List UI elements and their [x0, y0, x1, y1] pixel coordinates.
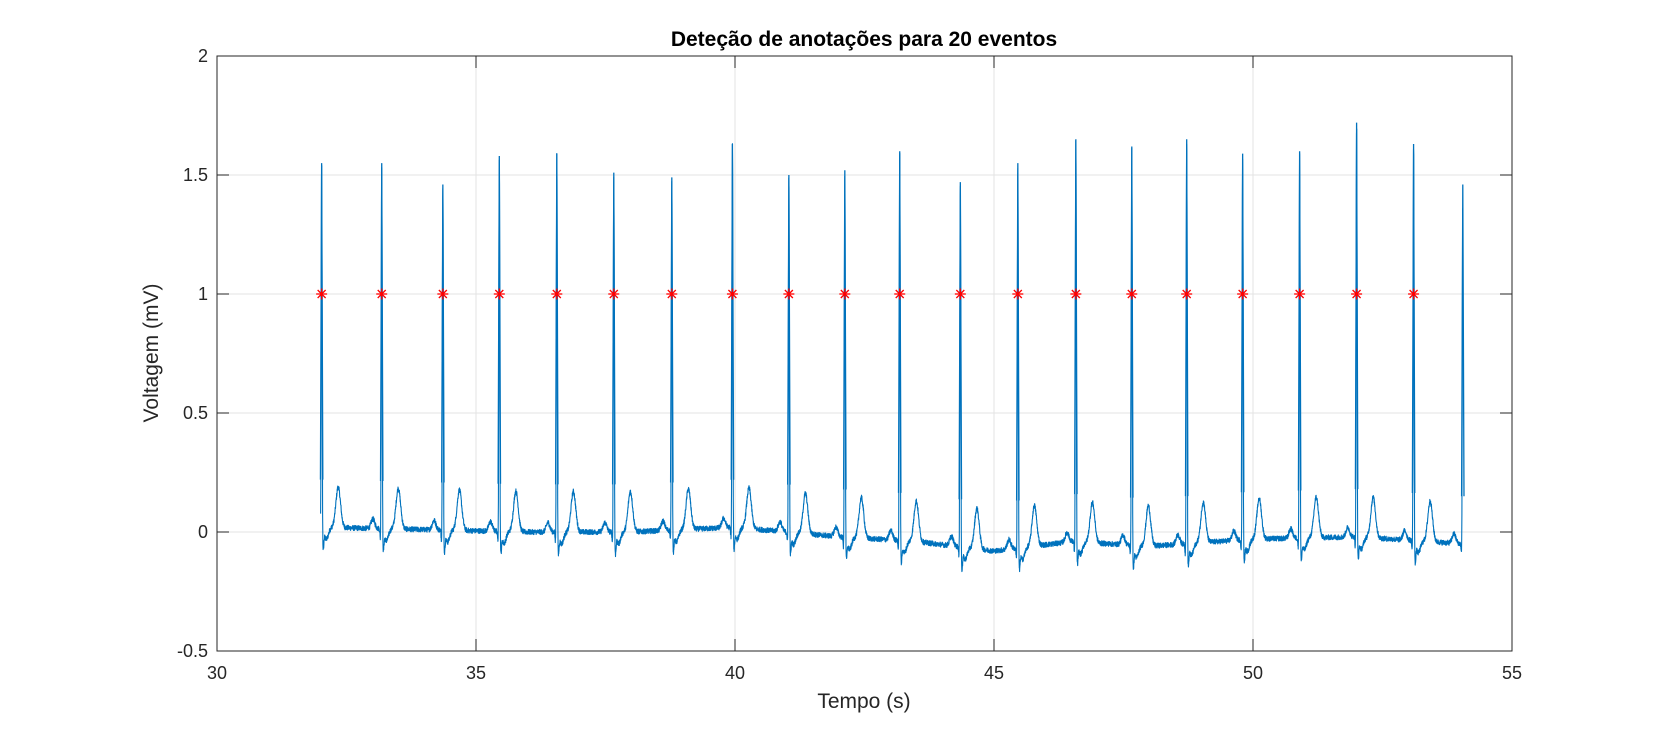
- axes-frame: [216, 55, 1513, 652]
- annotation-marker: [726, 288, 738, 300]
- annotation-marker: [1351, 288, 1363, 300]
- y-axis-label: Voltagem (mV): [140, 284, 163, 423]
- y-tick-label: -0.5: [177, 641, 208, 661]
- annotation-marker: [376, 288, 388, 300]
- r-peak: [319, 163, 324, 480]
- ticks: [216, 55, 1513, 652]
- annotation-marker: [1126, 288, 1138, 300]
- chart-title: Deteção de anotações para 20 eventos: [671, 28, 1057, 51]
- r-peak: [1184, 139, 1189, 497]
- r-peak: [1297, 151, 1302, 491]
- r-peak: [554, 153, 559, 485]
- r-peak: [1411, 144, 1416, 493]
- r-peak: [958, 182, 963, 500]
- annotation-marker: [839, 288, 851, 300]
- annotation-marker: [1012, 288, 1024, 300]
- r-peak: [1460, 184, 1465, 497]
- ecg-signal-series: [319, 122, 1465, 573]
- r-peak: [669, 177, 674, 483]
- r-peak: [497, 155, 502, 484]
- r-peak: [787, 174, 791, 485]
- x-tick-label: 40: [725, 663, 745, 683]
- annotation-marker: [1408, 288, 1420, 300]
- r-peak: [379, 163, 384, 482]
- r-peak: [1015, 163, 1020, 501]
- annotation-marker: [437, 288, 449, 300]
- y-tick-label: 1: [198, 284, 208, 304]
- annotation-marker: [1237, 288, 1249, 300]
- y-tick-label: 2: [198, 46, 208, 66]
- annotation-marker: [1181, 288, 1193, 300]
- r-peak: [730, 144, 735, 480]
- annotation-marker: [608, 288, 620, 300]
- annotation-marker: [1294, 288, 1306, 300]
- annotation-marker: [1070, 288, 1082, 300]
- annotation-marker: [551, 288, 563, 300]
- x-axis-label: Tempo (s): [817, 690, 910, 713]
- annotation-marker: [783, 288, 795, 300]
- y-tick-label: 0.5: [183, 403, 208, 423]
- annotation-marker: [954, 288, 966, 300]
- r-peak: [1073, 139, 1078, 495]
- annotation-marker: [894, 288, 906, 300]
- annotation-marker: [493, 288, 505, 300]
- annotation-marker: [666, 288, 678, 300]
- annotation-marker: [316, 288, 328, 300]
- y-tick-label: 1.5: [183, 165, 208, 185]
- x-tick-label: 30: [207, 663, 227, 683]
- x-tick-label: 50: [1243, 663, 1263, 683]
- r-peak: [1240, 153, 1245, 493]
- r-peak: [1354, 122, 1359, 490]
- ecg-signal-line: [320, 128, 1464, 573]
- plot-area: [217, 56, 1512, 651]
- x-tick-label: 45: [984, 663, 1004, 683]
- x-tick-label: 35: [466, 663, 486, 683]
- y-tick-label: 0: [198, 522, 208, 542]
- r-peak: [611, 172, 616, 485]
- r-peak: [897, 151, 902, 493]
- r-peak: [842, 170, 847, 490]
- tick-labels: 30 35 40 45 50 55 -0.5 0 0.5 1 1.5 2: [177, 46, 1522, 683]
- x-tick-label: 55: [1502, 663, 1522, 683]
- annotation-markers: [316, 288, 1420, 300]
- r-peak: [1129, 146, 1134, 498]
- r-peak: [440, 184, 445, 483]
- axes-box: [216, 55, 1513, 652]
